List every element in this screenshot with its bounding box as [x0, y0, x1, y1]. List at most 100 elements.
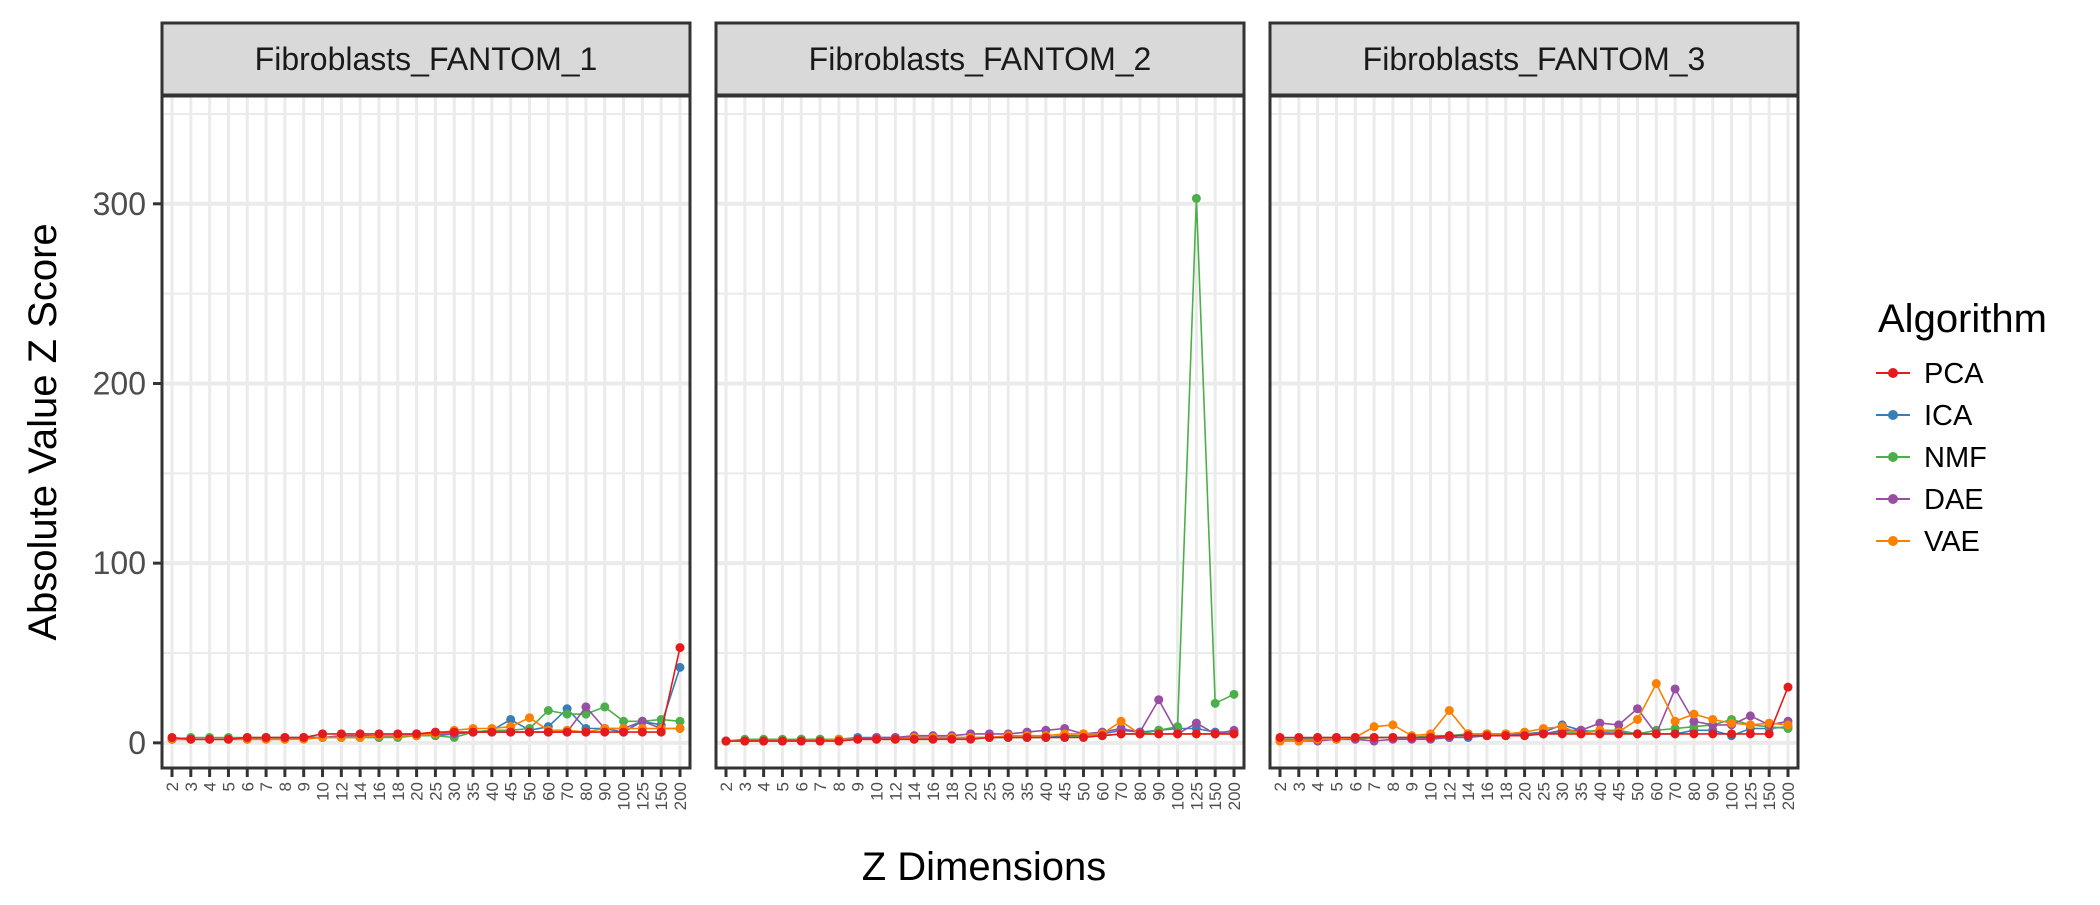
data-point	[675, 662, 685, 672]
legend-label: PCA	[1924, 358, 1984, 390]
data-point	[834, 736, 844, 746]
data-point	[1557, 729, 1567, 739]
x-tick-label: 40	[483, 782, 502, 801]
data-point	[1632, 714, 1642, 724]
data-point	[815, 736, 825, 746]
data-point	[1745, 711, 1755, 721]
data-point	[374, 729, 384, 739]
data-point	[721, 736, 731, 746]
x-tick-label: 6	[238, 782, 257, 791]
data-point	[656, 727, 666, 737]
x-axis: 2 3 4 5 6 7 8 9 10 12 14 16 18 20 25 30 35 40 45 50 60 70 80 90…	[717, 768, 1244, 810]
x-tick-label: 25	[1534, 782, 1553, 801]
x-tick-label: 14	[905, 782, 924, 801]
x-tick-label: 9	[849, 782, 868, 791]
x-tick-label: 8	[1384, 782, 1403, 791]
y-tick-label: 100	[93, 545, 146, 581]
x-tick-label: 7	[811, 782, 830, 791]
x-tick-label: 50	[520, 782, 539, 801]
data-point	[872, 734, 882, 744]
panel-border	[714, 94, 1246, 770]
data-point	[1689, 729, 1699, 739]
y-axis-title: Absolute Value Z Score	[21, 223, 65, 640]
data-point	[1078, 732, 1088, 742]
panel-border	[160, 94, 692, 770]
legend: Algorithm PCA ICA NMF DAE VAE	[1876, 297, 2047, 558]
data-point	[1614, 729, 1624, 739]
x-tick-label: 10	[868, 782, 887, 801]
data-point	[223, 734, 233, 744]
data-point	[412, 729, 422, 739]
data-point	[1745, 720, 1755, 730]
x-tick-label: 50	[1074, 782, 1093, 801]
x-tick-label: 4	[201, 782, 220, 791]
data-point	[1154, 729, 1164, 739]
data-point	[1538, 729, 1548, 739]
data-point	[430, 727, 440, 737]
data-point	[600, 702, 610, 712]
data-point	[1210, 698, 1220, 708]
data-point	[675, 643, 685, 653]
x-tick-label: 12	[1440, 782, 1459, 801]
legend-key-point	[1888, 536, 1898, 546]
x-tick-label: 90	[596, 782, 615, 801]
data-point	[1041, 732, 1051, 742]
x-axis-title: Z Dimensions	[862, 845, 1107, 889]
data-point	[947, 734, 957, 744]
data-point	[581, 709, 591, 719]
data-point	[487, 727, 497, 737]
legend-label: NMF	[1924, 442, 1987, 474]
data-point	[543, 727, 553, 737]
y-tick-label: 300	[93, 186, 146, 222]
data-point	[675, 723, 685, 733]
data-point	[393, 729, 403, 739]
data-point	[562, 709, 572, 719]
x-tick-label: 14	[1459, 782, 1478, 801]
data-point	[1191, 729, 1201, 739]
series-line-pca	[726, 733, 1234, 742]
facet-title: Fibroblasts_FANTOM_2	[809, 41, 1152, 77]
data-point	[1003, 732, 1013, 742]
x-tick-label: 200	[671, 782, 690, 810]
series-nmf	[721, 193, 1239, 746]
x-tick-label: 4	[755, 782, 774, 791]
gridlines	[162, 96, 690, 768]
facet-title: Fibroblasts_FANTOM_3	[1363, 41, 1706, 77]
data-point	[1022, 732, 1032, 742]
data-point	[675, 716, 685, 726]
x-tick-label: 5	[1327, 782, 1346, 791]
data-point	[1426, 732, 1436, 742]
x-tick-label: 12	[332, 782, 351, 801]
data-point	[909, 734, 919, 744]
legend-item-nmf: NMF	[1876, 442, 1987, 474]
legend-label: VAE	[1924, 526, 1980, 558]
x-tick-label: 125	[633, 782, 652, 810]
x-tick-label: 150	[652, 782, 671, 810]
data-point	[1407, 732, 1417, 742]
x-tick-label: 125	[1741, 782, 1760, 810]
data-point	[1651, 679, 1661, 689]
x-tick-label: 5	[773, 782, 792, 791]
data-point	[506, 714, 516, 724]
data-point	[1275, 732, 1285, 742]
x-tick-label: 8	[276, 782, 295, 791]
facet-strip	[160, 21, 692, 97]
x-tick-label: 3	[1290, 782, 1309, 791]
x-tick-label: 8	[830, 782, 849, 791]
x-tick-label: 150	[1206, 782, 1225, 810]
facet-strip	[1268, 21, 1800, 97]
x-tick-label: 200	[1225, 782, 1244, 810]
data-point	[1595, 729, 1605, 739]
x-tick-label: 10	[1422, 782, 1441, 801]
data-point	[928, 734, 938, 744]
x-tick-label: 60	[1093, 782, 1112, 801]
data-point	[600, 727, 610, 737]
data-point	[524, 727, 534, 737]
data-point	[1764, 718, 1774, 728]
data-point	[449, 727, 459, 737]
data-point	[1210, 729, 1220, 739]
x-tick-label: 80	[577, 782, 596, 801]
data-point	[242, 732, 252, 742]
x-tick-label: 30	[1553, 782, 1572, 801]
